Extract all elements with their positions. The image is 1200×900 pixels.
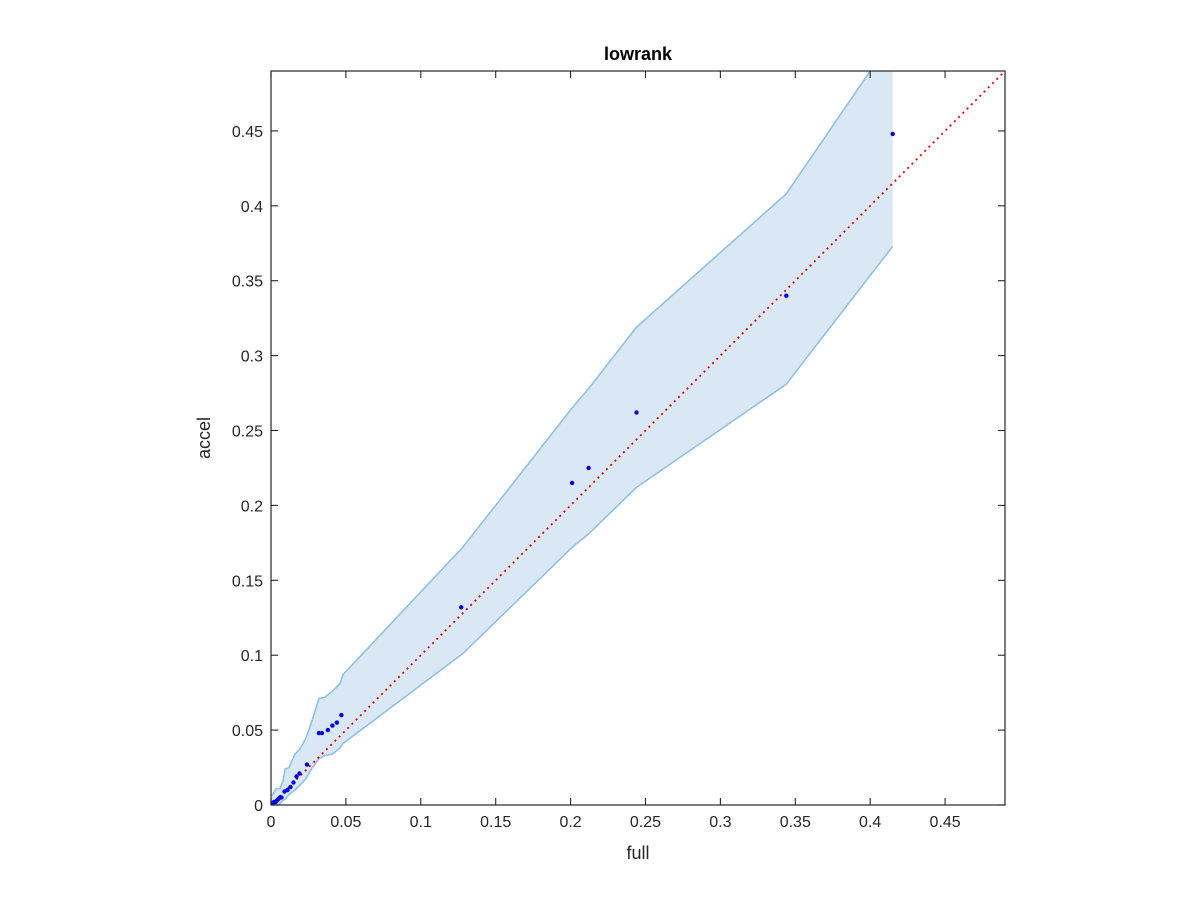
plot-area — [271, 71, 1005, 805]
y-axis-label: accel — [194, 417, 214, 459]
y-tick-label: 0.1 — [241, 648, 263, 665]
y-tick-label: 0.35 — [232, 274, 263, 291]
axes-box — [270, 70, 1006, 806]
data-point — [279, 795, 284, 800]
y-tick-label: 0.4 — [241, 199, 263, 216]
x-tick-label: 0.3 — [709, 814, 731, 831]
data-point — [325, 727, 331, 733]
data-point — [634, 410, 639, 415]
x-tick-label: 0.45 — [930, 814, 961, 831]
identity-reference-line — [271, 71, 1005, 805]
x-tick-label: 0.1 — [410, 814, 432, 831]
y-tick-label: 0.15 — [232, 573, 263, 590]
x-tick-label: 0.2 — [559, 814, 581, 831]
data-point — [297, 771, 302, 776]
data-point — [288, 784, 293, 790]
data-points — [271, 131, 895, 805]
data-point — [304, 762, 310, 767]
data-point — [586, 465, 591, 471]
y-tick-label: 0.25 — [232, 424, 263, 441]
data-point — [285, 787, 290, 793]
x-tick-label: 0.35 — [780, 814, 811, 831]
band-upper-edge — [271, 71, 871, 797]
data-point — [330, 723, 335, 728]
data-point — [291, 780, 296, 785]
x-tick-label: 0.25 — [630, 814, 661, 831]
y-tick-label: 0.2 — [241, 498, 263, 515]
y-tick-label: 0 — [254, 798, 263, 815]
y-tick-label: 0.05 — [232, 723, 263, 740]
data-point — [784, 293, 789, 298]
data-point — [319, 730, 325, 736]
x-tick-label: 0.4 — [859, 814, 881, 831]
y-tick-label: 0.3 — [241, 349, 263, 366]
chart-title: lowrank — [604, 44, 673, 64]
data-point — [294, 774, 299, 779]
data-point — [334, 720, 340, 725]
y-tick-label: 0.45 — [232, 124, 263, 141]
data-point — [569, 480, 575, 486]
axis-ticks: 0 0.05 0.1 0.15 0.2 0.25 0.3 0.35 0.4 0.45 0 0.05 0.… — [232, 71, 1005, 831]
data-point — [339, 712, 344, 718]
data-point — [890, 131, 895, 137]
x-tick-label: 0.15 — [480, 814, 511, 831]
uncertainty-band — [271, 71, 893, 805]
x-tick-label: 0 — [267, 814, 276, 831]
band-lower-edge — [271, 245, 894, 805]
data-point — [459, 605, 464, 610]
x-tick-label: 0.05 — [330, 814, 361, 831]
x-axis-label: full — [626, 843, 649, 863]
